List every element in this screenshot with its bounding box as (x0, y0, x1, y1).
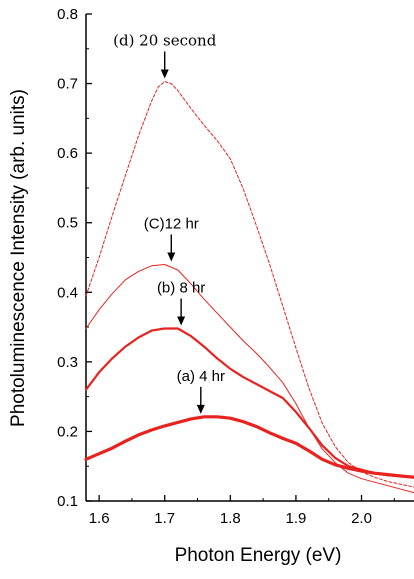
y-tick-label: 0.8 (57, 6, 78, 23)
x-tick-label: 1.7 (154, 510, 175, 527)
annotation-label: (C)12 hr (144, 215, 199, 232)
x-tick-label: 2.0 (351, 510, 372, 527)
axes: 0.1 0.2 0.3 0.4 0.5 0.6 0.7 0.8 1.6 1.7 1.8 1.9 2.0 (57, 6, 414, 527)
y-tick-label: 0.5 (57, 215, 78, 232)
x-tick-label: 1.6 (89, 510, 110, 527)
annotation-label: (d) 20 second (113, 31, 217, 49)
series-line-3 (85, 81, 414, 488)
x-tick-label: 1.9 (285, 510, 306, 527)
series-line-1 (84, 327, 414, 478)
series-line-0 (84, 415, 414, 479)
annotations: (d) 20 second (C)12 hr (b) 8 hr (a) 4 hr (113, 31, 225, 414)
annotation-label: (a) 4 hr (177, 368, 225, 385)
annotation-arrowhead (160, 69, 169, 79)
series-group (84, 81, 414, 494)
annotation-arrowhead (177, 316, 186, 326)
annotation-arrowhead (196, 404, 205, 414)
y-axis-title: Photoluminescence Intensity (arb. units) (8, 89, 29, 427)
x-axis-title: Photon Energy (eV) (175, 545, 342, 566)
y-tick-label: 0.1 (57, 493, 78, 510)
annotation-label: (b) 8 hr (157, 279, 205, 296)
y-tick-label: 0.4 (57, 284, 78, 301)
y-tick-label: 0.6 (57, 145, 78, 162)
annotation-arrowhead (167, 252, 176, 262)
series-line-2 (85, 264, 414, 494)
y-tick-label: 0.3 (57, 354, 78, 371)
x-tick-label: 1.8 (220, 510, 241, 527)
y-tick-label: 0.7 (57, 76, 78, 93)
y-tick-label: 0.2 (57, 423, 78, 440)
